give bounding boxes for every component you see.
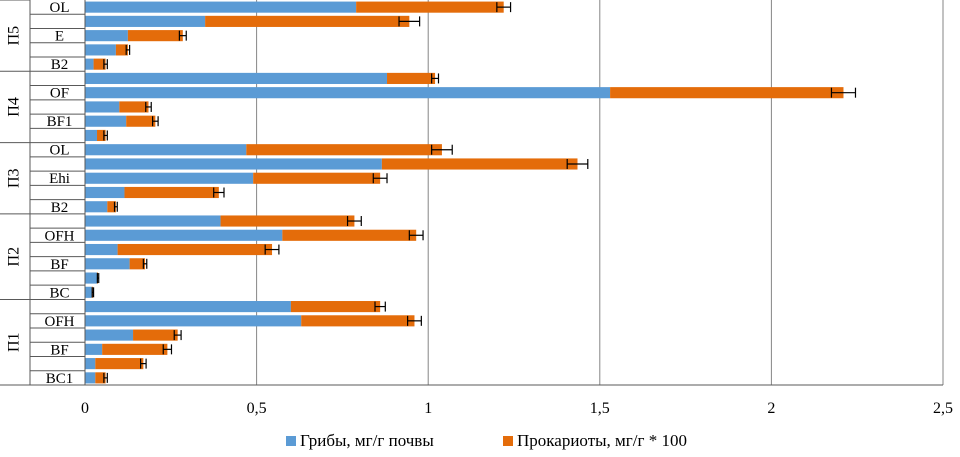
bar-fungi: [85, 44, 116, 56]
category-label: OFH: [44, 228, 74, 244]
category-label: B2: [51, 200, 69, 216]
x-tick-label: 0: [81, 400, 89, 417]
legend-label-prokaryotes: Прокариоты, мг/г * 100: [517, 431, 687, 450]
category-label: OF: [50, 86, 69, 102]
bar-fungi: [85, 258, 130, 270]
bar-prokaryotes: [205, 15, 410, 27]
bar-fungi: [85, 101, 120, 113]
bar-prokaryotes: [282, 229, 417, 241]
bar-fungi: [85, 358, 96, 370]
bar-fungi: [85, 129, 98, 142]
bar-fungi: [85, 186, 125, 199]
bar-fungi: [85, 72, 388, 84]
bar-prokaryotes: [253, 172, 381, 184]
bar-prokaryotes: [115, 44, 128, 56]
bar-fungi: [85, 229, 283, 241]
bar-prokaryotes: [610, 87, 844, 99]
x-tick-label: 0,5: [247, 400, 267, 417]
category-label: Ehi: [49, 171, 70, 187]
x-tick-label: 1: [424, 400, 432, 417]
bar-fungi: [85, 301, 291, 313]
bar-fungi: [85, 1, 357, 13]
x-tick-label: 2,5: [933, 400, 953, 417]
group-label: П5: [6, 26, 23, 46]
bar-prokaryotes: [97, 129, 106, 142]
group-label: П3: [6, 168, 23, 188]
bar-prokaryotes: [95, 358, 144, 370]
category-label: OFH: [44, 314, 74, 330]
bar-prokaryotes: [246, 144, 442, 156]
bar-prokaryotes: [133, 329, 178, 341]
category-label: E: [55, 29, 64, 45]
bar-prokaryotes: [124, 186, 219, 199]
bar-prokaryotes: [127, 30, 183, 42]
bar-fungi: [85, 30, 128, 42]
bar-prokaryotes: [220, 215, 355, 227]
bar-fungi: [85, 144, 247, 156]
bar-fungi: [85, 343, 103, 355]
bar-prokaryotes: [107, 201, 116, 213]
category-label: OL: [50, 143, 70, 159]
bar-prokaryotes: [126, 115, 156, 127]
group-label: П2: [6, 247, 23, 267]
bar-fungi: [85, 329, 134, 341]
bar-prokaryotes: [93, 58, 106, 70]
bar-fungi: [85, 158, 382, 170]
bar-prokaryotes: [387, 72, 436, 84]
category-label: BF1: [47, 114, 73, 130]
bar-fungi: [85, 87, 611, 99]
bar-prokaryotes: [290, 301, 381, 313]
category-label: B2: [51, 57, 69, 73]
category-label: BC: [49, 285, 69, 301]
x-tick-label: 2: [767, 400, 775, 417]
bar-fungi: [85, 15, 206, 27]
legend-swatch-prokaryotes: [503, 436, 513, 446]
category-label: OL: [50, 0, 70, 16]
x-tick-label: 1,5: [590, 400, 610, 417]
bar-fungi: [85, 58, 94, 70]
bar-prokaryotes: [381, 158, 578, 170]
bar-fungi: [85, 172, 254, 184]
bar-fungi: [85, 286, 92, 298]
category-label: BC1: [46, 371, 74, 387]
bar-fungi: [85, 201, 108, 213]
legend-label-fungi: Грибы, мг/г почвы: [300, 431, 434, 450]
bar-fungi: [85, 272, 98, 284]
bar-prokaryotes: [95, 372, 106, 384]
bar-fungi: [85, 315, 302, 327]
bar-prokaryotes: [301, 315, 415, 327]
group-label: П4: [6, 97, 23, 117]
category-label: BF: [50, 342, 68, 358]
bar-prokaryotes: [102, 343, 168, 355]
group-label: П1: [6, 332, 23, 352]
bar-fungi: [85, 115, 127, 127]
bar-prokaryotes: [117, 243, 273, 256]
category-label: BF: [50, 257, 68, 273]
bar-fungi: [85, 243, 118, 256]
bar-prokaryotes: [129, 258, 146, 270]
legend-swatch-fungi: [286, 436, 296, 446]
bar-fungi: [85, 215, 221, 227]
bar-fungi: [85, 372, 96, 384]
bar-prokaryotes: [119, 101, 149, 113]
bar-prokaryotes: [356, 1, 504, 13]
